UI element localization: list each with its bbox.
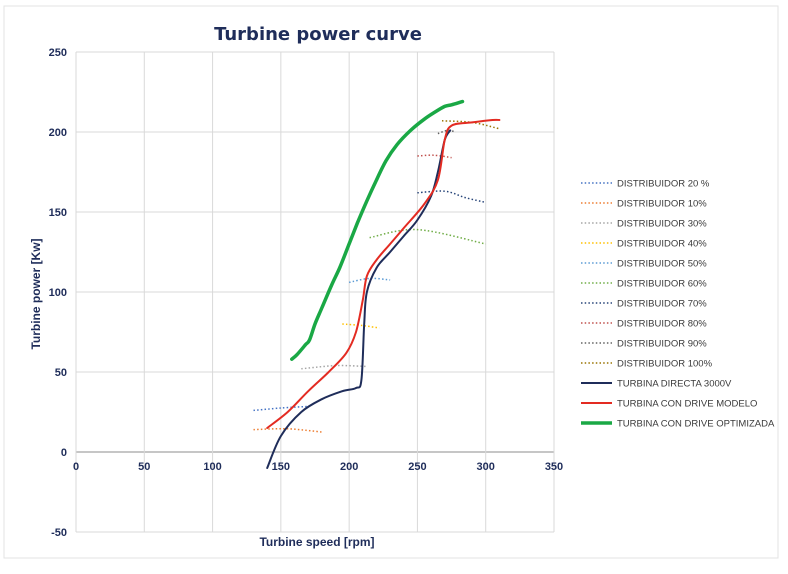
x-tick-label: 250 — [408, 461, 426, 473]
legend-label: DISTRIBUIDOR 90% — [617, 339, 707, 350]
y-tick-label: 200 — [49, 127, 67, 139]
legend-label: DISTRIBUIDOR 20 % — [617, 179, 710, 190]
legend: DISTRIBUIDOR 20 % DISTRIBUIDOR 10% DISTRIB… — [581, 179, 775, 430]
y-tick-label: 150 — [49, 207, 67, 219]
x-tick-label: 0 — [73, 461, 79, 473]
series-line-distribuidor-40 — [342, 323, 380, 329]
series-line-turbina-con-drive-optimizada — [290, 99, 465, 361]
series-line-distribuidor-10 — [253, 427, 322, 433]
grid — [75, 51, 555, 533]
legend-label: DISTRIBUIDOR 10% — [617, 199, 707, 210]
y-tick-label: 250 — [49, 47, 67, 59]
y-tick-label: 0 — [61, 447, 67, 459]
legend-label: DISTRIBUIDOR 60% — [617, 279, 707, 290]
legend-label: DISTRIBUIDOR 50% — [617, 259, 707, 270]
y-axis-title: Turbine power [Kw] — [29, 238, 43, 349]
legend-label: DISTRIBUIDOR 40% — [617, 239, 707, 250]
y-tick-label: 100 — [49, 287, 67, 299]
series-line-turbina-con-drive-modelo — [266, 118, 501, 429]
y-tick-label: 50 — [55, 367, 67, 379]
x-tick-label: 100 — [203, 461, 221, 473]
series-layer — [253, 99, 501, 469]
x-tick-label: 200 — [340, 461, 358, 473]
x-tick-label: 350 — [545, 461, 563, 473]
legend-label: DISTRIBUIDOR 30% — [617, 219, 707, 230]
axis-ticks: 250 200 150 100 50 0 -50 0 50 100 150 200 250 300 350 — [49, 47, 564, 539]
series-line-distribuidor-70 — [417, 190, 486, 204]
x-tick-label: 150 — [272, 461, 290, 473]
x-tick-label: 300 — [477, 461, 495, 473]
series-line-distribuidor-80 — [417, 154, 452, 159]
legend-label: DISTRIBUIDOR 70% — [617, 299, 707, 310]
series-line-distribuidor-60 — [369, 228, 486, 245]
series-line-distribuidor-20 — [253, 405, 309, 412]
x-tick-label: 50 — [138, 461, 150, 473]
legend-label: DISTRIBUIDOR 80% — [617, 319, 707, 330]
legend-label: TURBINA DIRECTA 3000V — [617, 379, 732, 390]
y-tick-label: -50 — [51, 527, 67, 539]
legend-label: TURBINA CON DRIVE MODELO — [617, 399, 757, 410]
legend-label: TURBINA CON DRIVE OPTIMIZADA — [617, 419, 775, 430]
chart-border — [3, 5, 779, 559]
x-axis-title: Turbine speed [rpm] — [259, 535, 374, 549]
legend-label: DISTRIBUIDOR 100% — [617, 359, 713, 370]
chart-title: Turbine power curve — [214, 24, 422, 45]
series-line-distribuidor-50 — [348, 277, 391, 284]
